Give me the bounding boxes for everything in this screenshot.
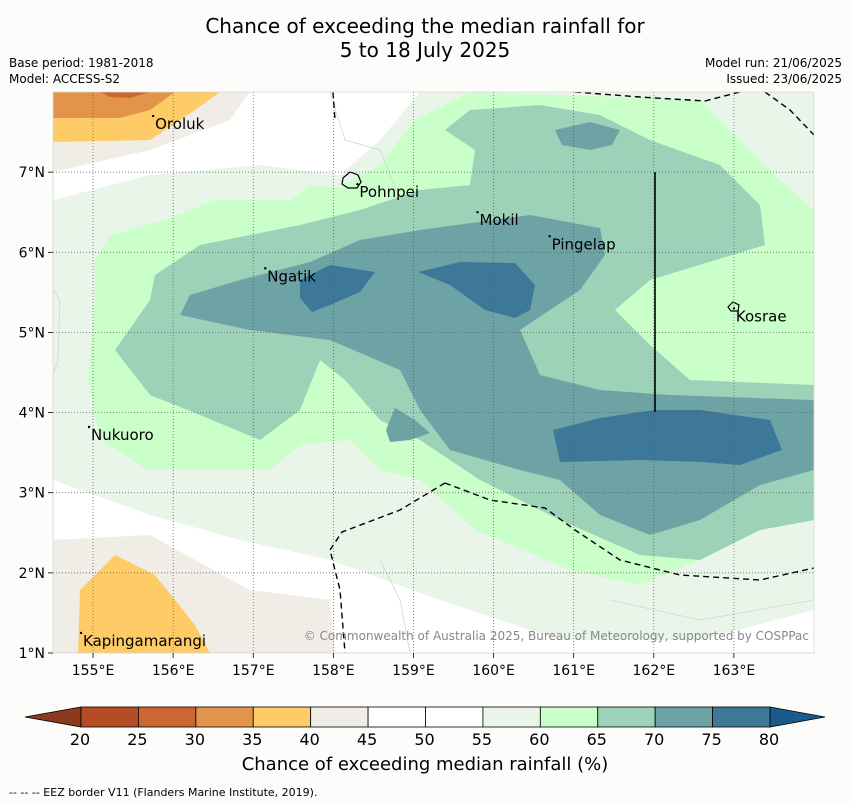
colorbar-tick-label: 70 xyxy=(644,730,664,749)
x-tick-label: 161°E xyxy=(552,663,595,679)
place-marker xyxy=(732,307,736,310)
map-title-line1: Chance of exceeding the median rainfall … xyxy=(205,14,645,38)
colorbar-segment xyxy=(310,706,369,728)
place-label: Pingelap xyxy=(552,235,616,253)
base-period-text: Base period: 1981-2018 xyxy=(9,56,154,70)
colorbar-segment xyxy=(425,706,484,728)
issued-text: Issued: 23/06/2025 xyxy=(726,72,842,86)
x-tick-label: 158°E xyxy=(312,663,355,679)
meta-right: Model run: 21/06/2025 Issued: 23/06/2025 xyxy=(705,55,842,87)
place-label: Ngatik xyxy=(267,267,316,285)
y-tick-label: 6°N xyxy=(19,245,45,261)
colorbar-tick-label: 40 xyxy=(299,730,319,749)
place-label: Kosrae xyxy=(736,307,787,325)
colorbar-segment xyxy=(252,706,312,728)
place-marker xyxy=(87,425,91,429)
colorbar-tick-label: 20 xyxy=(70,730,90,749)
model-run-text: Model run: 21/06/2025 xyxy=(704,56,842,70)
colorbar-tick-label: 25 xyxy=(127,730,147,749)
colorbar-tick-label: 35 xyxy=(242,730,262,749)
x-tick-label: 155°E xyxy=(72,663,115,679)
place-labels: Oroluk Pohnpei Mokil Pingelap Ngatik Kosrae Nu… xyxy=(79,114,787,650)
colorbar-title: Chance of exceeding median rainfall (%) xyxy=(241,754,609,775)
colorbar-segment xyxy=(539,706,599,728)
colorbar-segment xyxy=(80,706,139,728)
y-axis-ticks: 1°N 2°N 3°N 4°N 5°N 6°N 7°N xyxy=(19,165,53,662)
place-marker xyxy=(79,631,83,635)
colorbar-segment xyxy=(654,706,713,728)
x-tick-label: 163°E xyxy=(713,663,756,679)
meta-left: Base period: 1981-2018 Model: ACCESS-S2 xyxy=(9,55,154,87)
colorbar: 20 25 30 35 40 45 50 55 60 65 70 75 80 xyxy=(24,706,826,749)
place-marker xyxy=(548,235,551,238)
x-tick-label: 160°E xyxy=(472,663,515,679)
place-label: Kapingamarangi xyxy=(83,632,206,650)
place-label: Pohnpei xyxy=(359,183,419,201)
colorbar-over-arrow xyxy=(769,706,826,728)
x-tick-label: 162°E xyxy=(633,663,676,679)
x-tick-label: 157°E xyxy=(232,663,275,679)
y-tick-label: 7°N xyxy=(19,165,45,181)
colorbar-tick-label: 50 xyxy=(414,730,434,749)
colorbar-tick-label: 30 xyxy=(185,730,205,749)
place-label: Oroluk xyxy=(155,115,204,133)
colorbar-tick-label: 45 xyxy=(357,730,377,749)
contour-fill-layer xyxy=(53,92,814,653)
colorbar-segment xyxy=(367,706,426,728)
colorbar-tick-label: 75 xyxy=(701,730,721,749)
copyright-text: © Commonwealth of Australia 2025, Bureau… xyxy=(304,629,809,643)
eez-footnote: -- -- -- EEZ border V11 (Flanders Marine… xyxy=(9,786,318,799)
model-text: Model: ACCESS-S2 xyxy=(9,72,121,86)
kosrae-island-shape xyxy=(727,301,740,312)
place-label: Mokil xyxy=(480,211,519,229)
map-frame xyxy=(52,91,815,654)
colorbar-segment xyxy=(138,706,197,728)
x-tick-label: 159°E xyxy=(392,663,435,679)
y-tick-label: 5°N xyxy=(19,325,45,341)
colorbar-tick-label: 55 xyxy=(472,730,492,749)
pohnpei-island-shape xyxy=(341,171,362,189)
colorbar-segment xyxy=(712,706,771,728)
y-tick-label: 2°N xyxy=(19,566,45,582)
map-title-line2: 5 to 18 July 2025 xyxy=(339,38,511,62)
colorbar-segment xyxy=(195,706,254,728)
place-marker xyxy=(476,211,479,214)
place-marker xyxy=(264,267,267,270)
y-tick-label: 1°N xyxy=(19,646,45,662)
y-tick-label: 4°N xyxy=(19,406,45,422)
colorbar-under-arrow xyxy=(24,706,82,728)
place-marker xyxy=(151,114,155,118)
gridlines xyxy=(53,92,814,653)
y-tick-label: 3°N xyxy=(19,486,45,502)
place-label: Nukuoro xyxy=(91,426,154,444)
place-marker xyxy=(356,182,359,186)
colorbar-segment xyxy=(597,706,656,728)
x-tick-label: 156°E xyxy=(152,663,195,679)
colorbar-tick-label: 80 xyxy=(759,730,779,749)
x-axis-ticks: 155°E 156°E 157°E 158°E 159°E 160°E 161°E 162°E… xyxy=(72,653,755,679)
colorbar-tick-label: 60 xyxy=(529,730,549,749)
colorbar-tick-label: 65 xyxy=(587,730,607,749)
colorbar-segment xyxy=(482,706,541,728)
